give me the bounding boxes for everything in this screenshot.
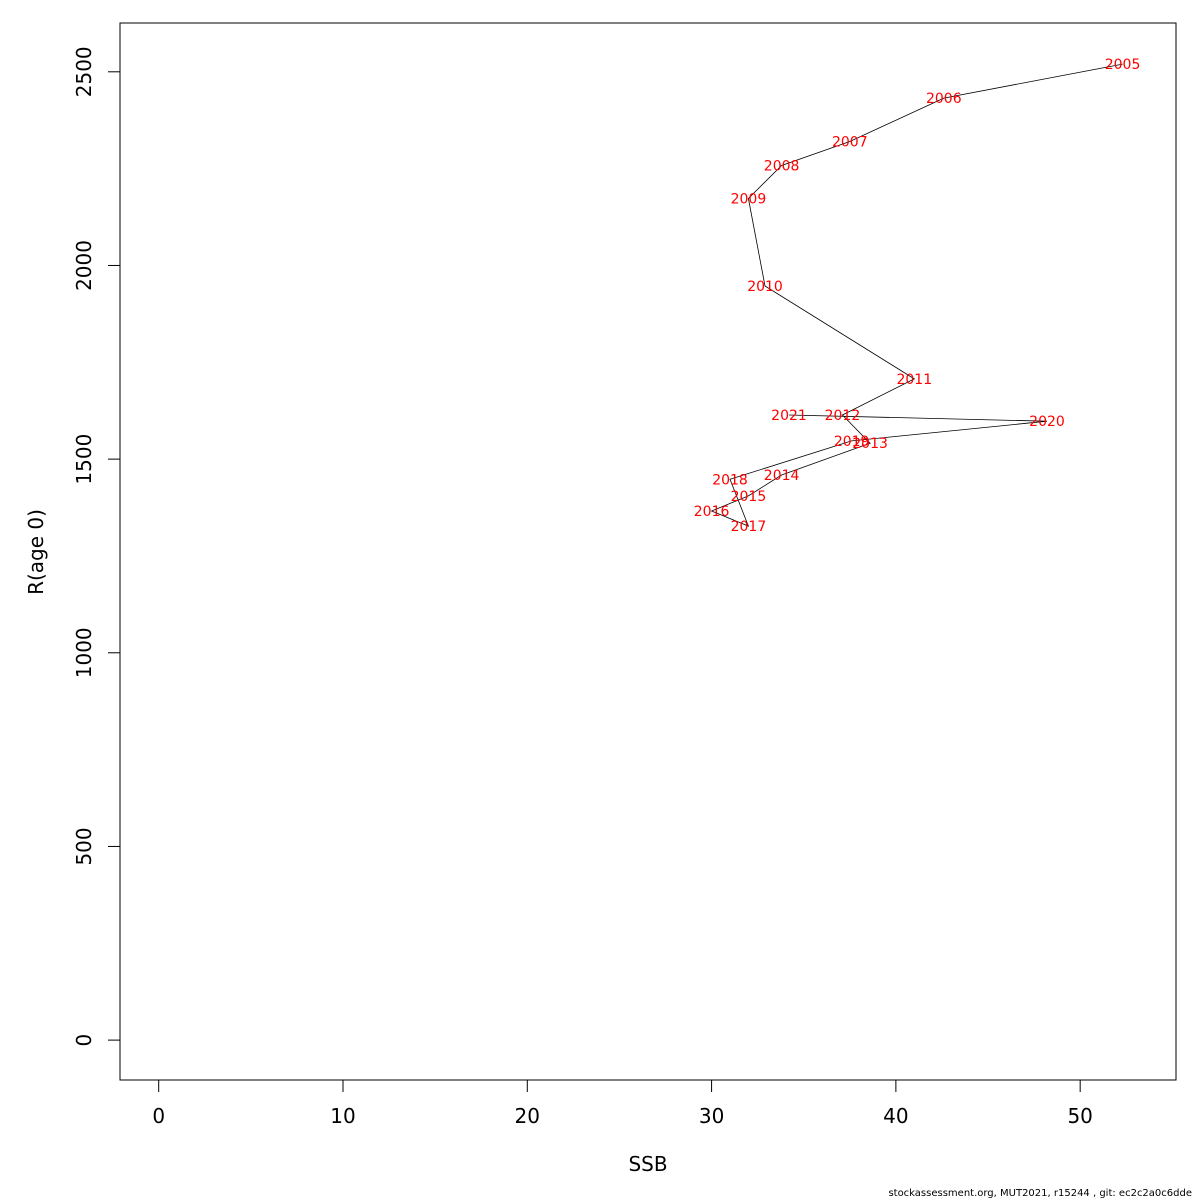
point-label-2009: 2009	[731, 191, 767, 207]
point-label-2017: 2017	[731, 519, 767, 535]
point-label-2018: 2018	[712, 472, 748, 488]
x-tick-label: 0	[152, 1104, 165, 1128]
point-label-2021: 2021	[771, 408, 807, 424]
y-axis: 0 500 1000 1500 2000 2500	[72, 46, 121, 1047]
x-tick-label: 20	[515, 1104, 540, 1128]
y-tick-label: 500	[72, 827, 96, 865]
x-tick-label: 10	[330, 1104, 355, 1128]
year-labels: 2005 2006 2007 2008 2009 2010 2011 2012 2013 2014…	[694, 57, 1141, 535]
point-label-2011: 2011	[896, 372, 932, 388]
point-label-2005: 2005	[1105, 57, 1141, 73]
x-tick-label: 40	[883, 1104, 908, 1128]
y-axis-title: R(age 0)	[24, 509, 48, 595]
point-label-2016: 2016	[694, 504, 730, 520]
point-label-2019: 2019	[834, 434, 870, 450]
y-tick-label: 2000	[72, 240, 96, 291]
point-label-2010: 2010	[747, 279, 783, 295]
x-axis-title: SSB	[628, 1152, 667, 1176]
footer-credit: stockassessment.org, MUT2021, r15244 , g…	[888, 1188, 1192, 1199]
point-label-2020: 2020	[1029, 414, 1065, 430]
y-tick-label: 2500	[72, 46, 96, 97]
x-axis: 0 10 20 30 40 50	[152, 1079, 1093, 1128]
plot-frame	[119, 22, 1177, 1081]
y-tick-label: 0	[72, 1034, 96, 1047]
y-tick-label: 1000	[72, 627, 96, 678]
point-label-2006: 2006	[926, 91, 962, 107]
point-label-2015: 2015	[731, 489, 767, 505]
point-label-2007: 2007	[832, 135, 868, 151]
point-label-2014: 2014	[764, 468, 800, 484]
point-label-2013: 2013	[852, 436, 888, 452]
x-tick-label: 50	[1067, 1104, 1092, 1128]
x-tick-label: 30	[699, 1104, 724, 1128]
y-tick-label: 1500	[72, 434, 96, 485]
ssb-recruitment-trajectory-line	[710, 63, 1123, 527]
point-label-2012: 2012	[825, 408, 861, 424]
point-label-2008: 2008	[764, 159, 800, 175]
